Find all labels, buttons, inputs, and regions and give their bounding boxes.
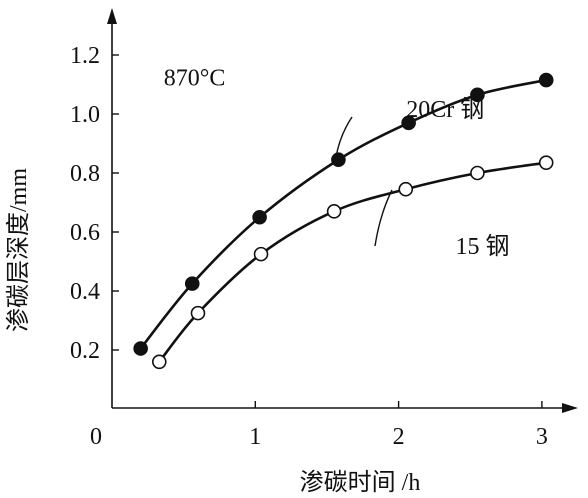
data-point-20cr	[184, 276, 200, 291]
axes	[107, 8, 578, 413]
data-point-15	[326, 204, 342, 219]
labels: 渗碳时间 /h 渗碳层深度/mm 870°C 20Cr 钢 15 钢	[5, 66, 509, 496]
series-line-2	[158, 161, 547, 363]
annotation-20cr-steel: 20Cr 钢	[406, 96, 484, 123]
leader-line-15	[374, 189, 393, 247]
data-point-15	[151, 354, 167, 370]
x-axis-title: 渗碳时间 /h	[300, 469, 421, 496]
data-point-20cr	[331, 152, 346, 168]
y-tick-label: 0.2	[70, 338, 100, 364]
curves	[139, 78, 547, 363]
data-point-20cr	[133, 341, 148, 356]
y-tick-label: 1.0	[70, 102, 100, 128]
y-tick-label: 0.8	[70, 161, 100, 187]
data-point-20cr	[252, 209, 267, 225]
data-point-15	[470, 165, 485, 181]
markers	[133, 72, 554, 370]
data-point-20cr	[538, 72, 554, 88]
data-point-20cr	[470, 87, 485, 103]
x-tick-label: 0	[90, 424, 102, 450]
ticks: 0 1 2 3 0.2 0.4 0.6 0.8 1.0 1.2	[70, 43, 548, 450]
annotation-15-steel: 15 钢	[455, 233, 509, 260]
x-tick-label: 1	[249, 424, 261, 450]
y-tick-label: 0.6	[70, 220, 100, 246]
y-tick-label: 0.4	[70, 279, 100, 305]
data-point-20cr	[401, 115, 416, 131]
data-point-15	[398, 181, 414, 197]
y-axis-arrow	[107, 8, 117, 24]
y-axis-title: 渗碳层深度/mm	[5, 168, 32, 332]
x-axis-arrow	[562, 403, 578, 413]
leader-line-20cr	[335, 116, 353, 158]
annotation-temperature: 870°C	[164, 66, 226, 92]
x-tick-label: 3	[536, 424, 548, 450]
data-point-15	[190, 305, 206, 321]
y-tick-label: 1.2	[70, 43, 100, 69]
data-point-15	[253, 246, 269, 262]
x-tick-label: 2	[393, 424, 405, 450]
data-point-15	[538, 155, 554, 170]
